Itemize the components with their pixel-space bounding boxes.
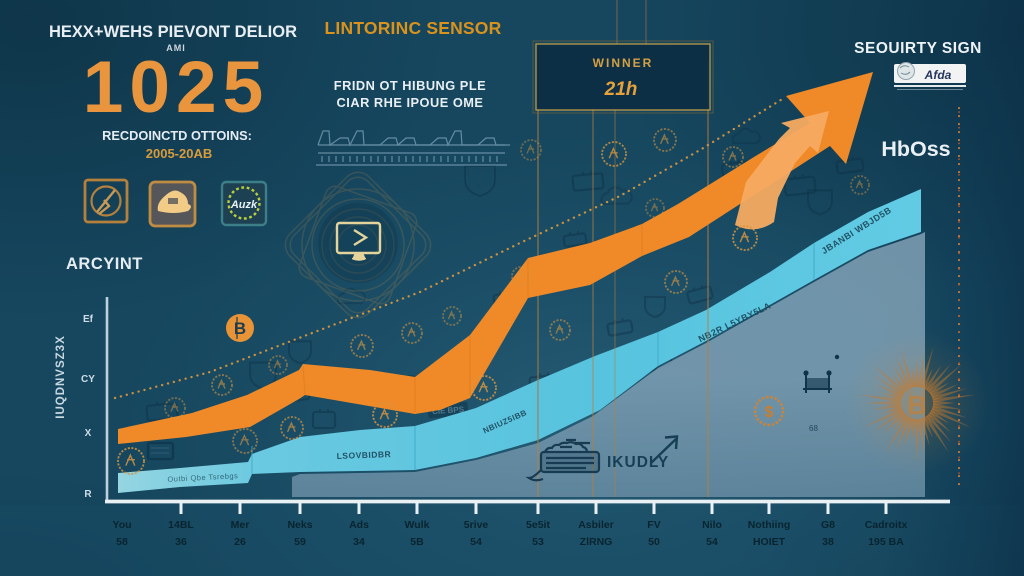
- svg-text:50: 50: [648, 536, 660, 548]
- svg-text:195 BA: 195 BA: [868, 536, 904, 548]
- svg-text:$: $: [765, 404, 774, 421]
- svg-text:Ads: Ads: [349, 519, 369, 531]
- svg-text:RECDOINCTD OTTOINS:: RECDOINCTD OTTOINS:: [102, 128, 252, 143]
- svg-text:FRIDN OT HIBUNG PLE: FRIDN OT HIBUNG PLE: [334, 78, 486, 93]
- svg-text:LINTORINC SENSOR: LINTORINC SENSOR: [325, 18, 502, 38]
- svg-text:1025: 1025: [83, 47, 269, 128]
- svg-text:B: B: [908, 390, 927, 420]
- svg-text:ARCYINT: ARCYINT: [66, 255, 143, 273]
- svg-text:53: 53: [532, 536, 544, 548]
- svg-text:34: 34: [353, 536, 365, 548]
- svg-text:AMI: AMI: [166, 43, 186, 53]
- svg-text:Cadroitx: Cadroitx: [865, 519, 908, 531]
- svg-text:G8: G8: [821, 519, 835, 531]
- svg-text:21h: 21h: [604, 79, 638, 100]
- svg-text:Outbi Qbe Tsrebgs: Outbi Qbe Tsrebgs: [167, 471, 238, 484]
- svg-text:WINNER: WINNER: [593, 56, 654, 70]
- svg-text:14BL: 14BL: [168, 519, 194, 531]
- svg-text:Asbiler: Asbiler: [578, 519, 614, 531]
- svg-text:Nothiing: Nothiing: [748, 519, 791, 531]
- svg-text:HbOss: HbOss: [881, 137, 950, 161]
- svg-text:5e5it: 5e5it: [526, 519, 550, 531]
- svg-text:R: R: [84, 489, 92, 500]
- svg-text:58: 58: [116, 536, 128, 548]
- svg-text:CIE BPS: CIE BPS: [432, 405, 465, 416]
- svg-text:B: B: [234, 319, 246, 338]
- svg-text:SEOUIRTY SIGN: SEOUIRTY SIGN: [854, 40, 982, 57]
- svg-text:36: 36: [175, 536, 187, 548]
- svg-text:CIAR RHE IPOUE OME: CIAR RHE IPOUE OME: [337, 95, 484, 110]
- svg-text:38: 38: [822, 536, 834, 548]
- svg-text:LSOVBIDBR: LSOVBIDBR: [336, 449, 391, 461]
- svg-text:HOIET: HOIET: [753, 536, 786, 548]
- svg-text:68: 68: [809, 424, 818, 433]
- svg-text:Wulk: Wulk: [405, 519, 430, 531]
- svg-text:2005-20AB: 2005-20AB: [146, 146, 213, 161]
- svg-text:You: You: [112, 519, 131, 531]
- svg-text:Auzk: Auzk: [230, 199, 258, 211]
- svg-text:ZlRNG: ZlRNG: [580, 536, 613, 548]
- svg-text:26: 26: [234, 536, 246, 548]
- svg-text:54: 54: [706, 536, 718, 548]
- svg-text:Neks: Neks: [287, 519, 312, 531]
- svg-text:5B: 5B: [410, 536, 424, 548]
- svg-text:IUQDNVSZ3X: IUQDNVSZ3X: [55, 335, 67, 419]
- svg-text:CY: CY: [81, 374, 95, 385]
- svg-text:FV: FV: [647, 519, 660, 531]
- svg-text:HEXX+WEHS PIEVONT DELIOR: HEXX+WEHS PIEVONT DELIOR: [49, 23, 297, 41]
- svg-text:59: 59: [294, 536, 306, 548]
- svg-text:Nilo: Nilo: [702, 519, 722, 531]
- svg-text:Ef: Ef: [83, 314, 94, 325]
- svg-text:Afda: Afda: [924, 68, 952, 82]
- svg-text:Mer: Mer: [231, 519, 250, 531]
- svg-text:54: 54: [470, 536, 482, 548]
- svg-text:IKUDLY: IKUDLY: [607, 454, 669, 471]
- svg-text:5rive: 5rive: [464, 519, 489, 531]
- svg-text:X: X: [85, 428, 92, 439]
